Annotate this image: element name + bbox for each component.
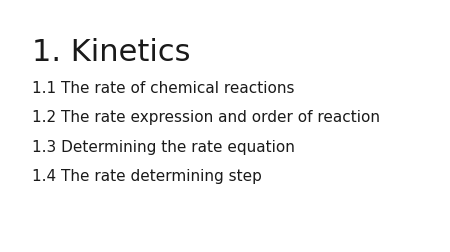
- Text: 1.2 The rate expression and order of reaction: 1.2 The rate expression and order of rea…: [32, 110, 380, 125]
- Text: 1.4 The rate determining step: 1.4 The rate determining step: [32, 169, 262, 184]
- Text: 1.3 Determining the rate equation: 1.3 Determining the rate equation: [32, 139, 295, 154]
- Text: 1.1 The rate of chemical reactions: 1.1 The rate of chemical reactions: [32, 81, 294, 96]
- Text: 1. Kinetics: 1. Kinetics: [32, 38, 190, 67]
